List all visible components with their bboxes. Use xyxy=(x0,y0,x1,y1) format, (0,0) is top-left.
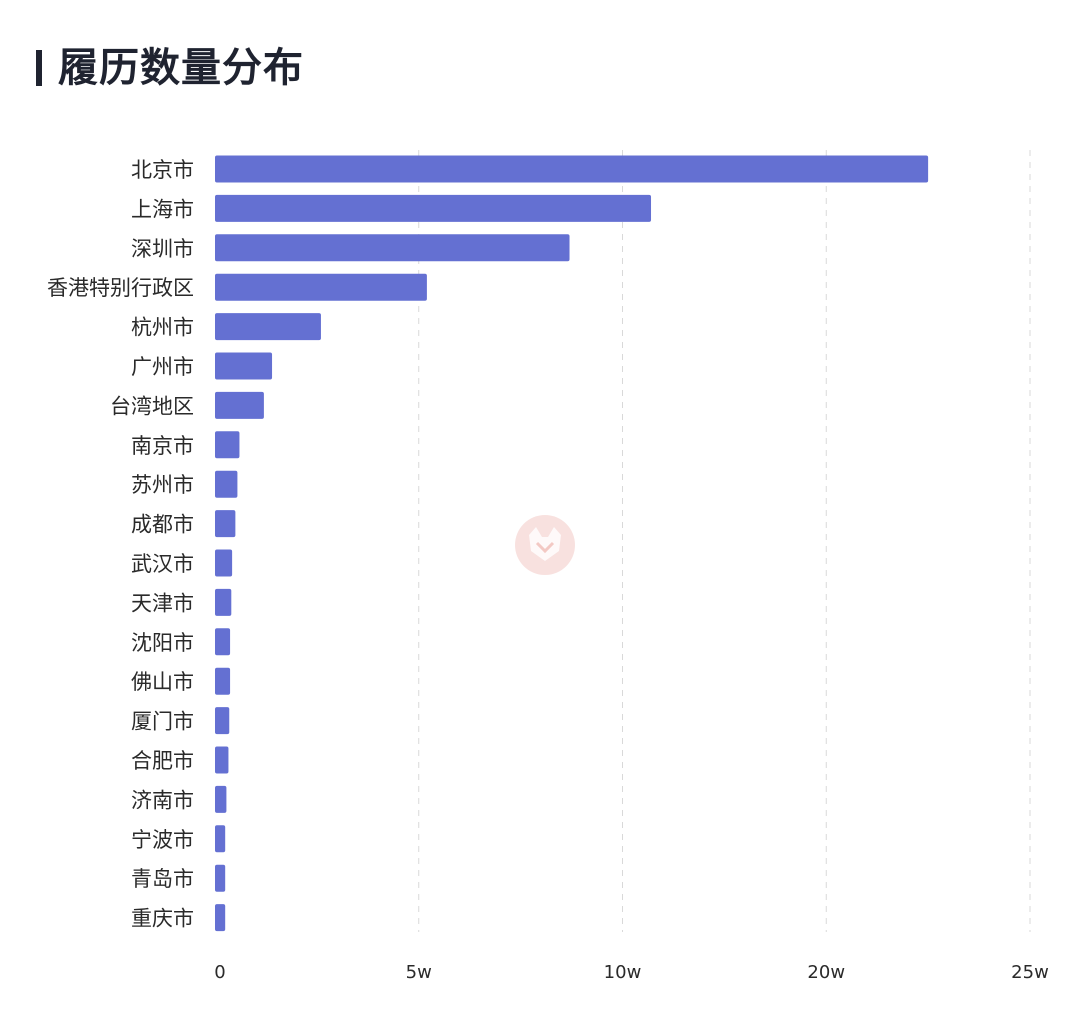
chart-title-group: 履历数量分布 xyxy=(36,40,304,96)
bar xyxy=(215,431,240,459)
bar-layer xyxy=(215,155,929,932)
chart-title: 履历数量分布 xyxy=(58,45,304,91)
fox-logo-icon xyxy=(515,515,575,575)
category-label: 重庆市 xyxy=(131,907,194,931)
bar xyxy=(215,746,229,774)
x-tick-label: 20w xyxy=(807,962,845,983)
category-label: 上海市 xyxy=(131,197,194,221)
x-tick-label: 5w xyxy=(406,962,432,983)
bar xyxy=(215,313,321,341)
category-label: 厦门市 xyxy=(131,710,194,734)
bar xyxy=(215,549,233,577)
bar xyxy=(215,785,227,813)
category-label: 广州市 xyxy=(131,355,194,379)
bar xyxy=(215,825,226,853)
bar xyxy=(215,864,226,892)
bar xyxy=(215,391,264,419)
bar xyxy=(215,588,232,616)
category-label: 济南市 xyxy=(131,788,194,812)
category-label: 佛山市 xyxy=(131,670,194,694)
bar xyxy=(215,510,236,538)
x-tick-label: 10w xyxy=(604,962,642,983)
category-label: 青岛市 xyxy=(131,867,194,891)
bar xyxy=(215,234,570,262)
category-axis: 北京市上海市深圳市香港特别行政区杭州市广州市台湾地区南京市苏州市成都市武汉市天津… xyxy=(47,158,194,931)
bar xyxy=(215,667,231,695)
title-accent-bar xyxy=(36,50,42,86)
bar xyxy=(215,628,231,656)
category-label: 杭州市 xyxy=(131,316,194,340)
x-tick-label: 25w xyxy=(1011,962,1049,983)
bar xyxy=(215,155,929,183)
category-label: 武汉市 xyxy=(131,552,194,576)
category-label: 苏州市 xyxy=(131,473,194,497)
bar xyxy=(215,352,273,380)
bar xyxy=(215,904,226,932)
category-label: 南京市 xyxy=(131,434,194,458)
bar xyxy=(215,273,427,301)
category-label: 香港特别行政区 xyxy=(47,276,194,300)
category-label: 成都市 xyxy=(131,513,194,537)
category-label: 沈阳市 xyxy=(131,631,194,655)
category-label: 深圳市 xyxy=(131,237,194,261)
category-label: 天津市 xyxy=(131,591,194,615)
category-label: 北京市 xyxy=(131,158,194,182)
value-axis: 0 5w 10w 20w 25w xyxy=(214,962,1049,983)
category-label: 台湾地区 xyxy=(110,394,194,418)
grid-layer xyxy=(418,150,1031,932)
x-tick-label: 0 xyxy=(214,962,225,983)
bar xyxy=(215,707,230,735)
bar xyxy=(215,470,238,498)
bar xyxy=(215,194,652,222)
category-label: 宁波市 xyxy=(131,828,194,852)
category-label: 合肥市 xyxy=(131,749,194,773)
